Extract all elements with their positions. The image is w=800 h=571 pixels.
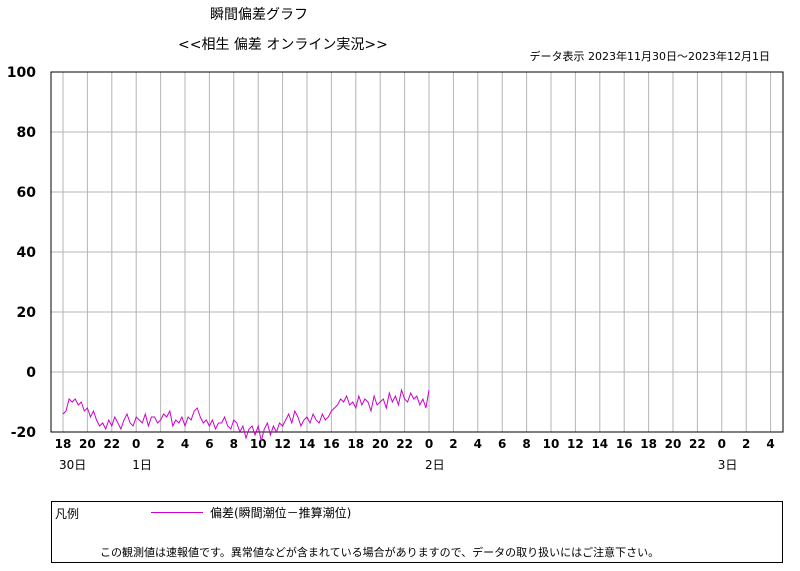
y-tick-label: 100 — [7, 65, 36, 81]
date-label: 30日 — [59, 458, 86, 472]
x-tick-label: 2 — [449, 437, 457, 451]
y-tick-label: 0 — [26, 365, 36, 381]
x-tick-label: 14 — [299, 437, 316, 451]
x-tick-label: 22 — [689, 437, 706, 451]
x-tick-label: 16 — [616, 437, 633, 451]
x-tick-label: 22 — [103, 437, 120, 451]
x-tick-label: 2 — [156, 437, 164, 451]
x-tick-label: 22 — [396, 437, 413, 451]
x-tick-label: 12 — [274, 437, 291, 451]
plot-frame — [50, 71, 784, 433]
x-tick-label: 2 — [742, 437, 750, 451]
date-label: 2日 — [425, 458, 445, 472]
x-tick-label: 6 — [205, 437, 213, 451]
y-tick-label: 20 — [17, 305, 37, 321]
x-tick-label: 4 — [181, 437, 189, 451]
x-tick-label: 0 — [425, 437, 433, 451]
x-tick-label: 0 — [132, 437, 140, 451]
x-tick-label: 4 — [766, 437, 774, 451]
x-tick-label: 8 — [230, 437, 238, 451]
legend-series-label: 偏差(瞬間潮位－推算潮位) — [210, 506, 352, 520]
deviation-series-line — [62, 388, 430, 442]
x-tick-label: 20 — [372, 437, 389, 451]
y-tick-label: 80 — [17, 125, 37, 141]
date-label: 1日 — [132, 458, 152, 472]
x-tick-label: 18 — [347, 437, 364, 451]
legend-line-swatch — [151, 512, 203, 513]
x-tick-label: 18 — [55, 437, 72, 451]
x-tick-label: 20 — [665, 437, 682, 451]
x-tick-label: 18 — [640, 437, 657, 451]
x-tick-label: 14 — [591, 437, 608, 451]
data-notice: この観測値は速報値です。異常値などが含まれている場合がありますので、データの取り… — [100, 546, 660, 559]
x-tick-label: 12 — [567, 437, 584, 451]
x-tick-label: 10 — [543, 437, 560, 451]
chart-subtitle: <<相生 偏差 オンライン実況>> — [178, 37, 388, 53]
x-tick-label: 6 — [498, 437, 506, 451]
y-tick-label: 40 — [17, 245, 37, 261]
chart-title: 瞬間偏差グラフ — [210, 7, 308, 23]
date-range-text: データ表示 2023年11月30日～2023年12月1日 — [529, 50, 770, 63]
y-tick-label: -20 — [11, 425, 37, 441]
x-tick-label: 0 — [718, 437, 726, 451]
x-tick-label: 10 — [250, 437, 267, 451]
x-tick-label: 20 — [79, 437, 96, 451]
x-tick-label: 16 — [323, 437, 340, 451]
date-label: 3日 — [718, 458, 738, 472]
x-tick-label: 4 — [474, 437, 482, 451]
x-tick-label: 8 — [522, 437, 530, 451]
y-tick-label: 60 — [17, 185, 37, 201]
legend-box: 凡例 偏差(瞬間潮位－推算潮位) この観測値は速報値です。異常値などが含まれてい… — [51, 501, 783, 563]
legend-title: 凡例 — [55, 507, 80, 521]
